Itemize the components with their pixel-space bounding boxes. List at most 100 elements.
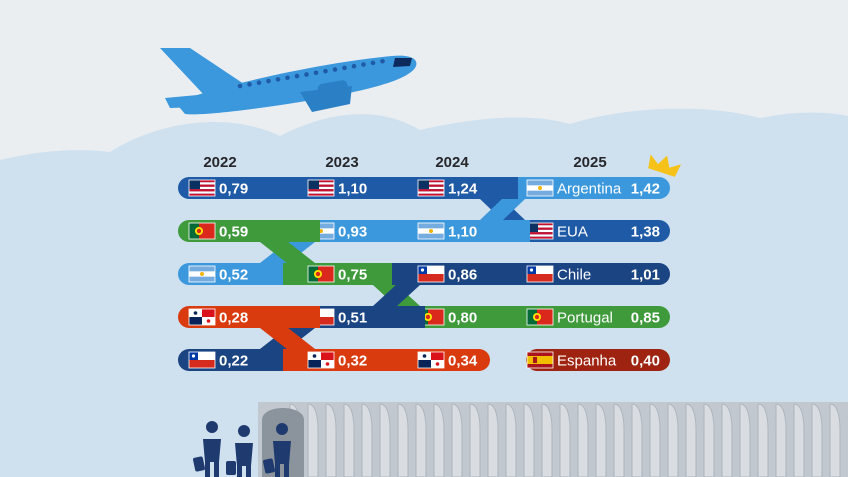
pill-chile-2025: Chile 1,01: [518, 263, 670, 285]
country-label-portugal: Portugal: [557, 310, 613, 327]
flag-argentina-icon: [417, 222, 445, 240]
value-eua-2024: 1,24: [448, 181, 478, 198]
jetbridge-segment: [415, 403, 427, 477]
pill-portugal-2023: 0,75: [283, 263, 425, 285]
pill-joint: [283, 177, 296, 199]
pill-joint: [307, 220, 320, 242]
plane-window: [351, 63, 357, 69]
plane-window: [313, 70, 319, 76]
jetbridge-segment: [523, 403, 535, 477]
value-panam-2022: 0,28: [219, 310, 248, 327]
jetbridge-segment: [595, 403, 607, 477]
pill-panam-2022: 0,28: [178, 306, 320, 328]
jetbridge-segment: [469, 403, 481, 477]
passenger-figure: [193, 421, 221, 477]
country-label-eua: EUA: [557, 224, 588, 241]
pill-joint: [283, 263, 296, 285]
plane-window: [323, 68, 328, 74]
jetbridge-segment: [325, 403, 337, 477]
jetbridge-icon: [258, 402, 848, 477]
jetbridge-segment: [649, 403, 661, 477]
flag-portugal-icon: [307, 265, 335, 283]
flag-argentina-icon: [188, 265, 216, 283]
country-label-espanha: Espanha: [557, 353, 617, 370]
passenger-figure: [263, 423, 291, 477]
flag-panama-icon: [417, 351, 445, 369]
value-eua-2022: 0,79: [219, 181, 248, 198]
plane-window: [266, 78, 271, 84]
year-label-2023: 2023: [325, 154, 358, 171]
pill-joint: [307, 306, 320, 328]
airplane-icon: [160, 48, 417, 115]
pill-bg: [518, 220, 670, 242]
value-eua-2023: 1,10: [338, 181, 367, 198]
plane-window: [285, 75, 290, 81]
pill-bg: [518, 306, 670, 328]
jetbridge-segment: [631, 403, 643, 477]
value-argentina-2022: 0,52: [219, 267, 248, 284]
value-chile-2022: 0,22: [219, 353, 248, 370]
flag-argentina-icon: [526, 179, 554, 197]
plane-window: [361, 62, 366, 67]
value-portugal-2024: 0,80: [448, 310, 477, 327]
pill-eua-2025: EUA 1,38: [518, 220, 670, 242]
pill-joint: [412, 306, 425, 328]
plane-window: [256, 80, 262, 85]
flag-usa-icon: [307, 179, 335, 197]
flag-chile-icon: [526, 265, 554, 283]
plane-window: [304, 72, 309, 77]
jetbridge-segment: [793, 403, 805, 477]
pill-joint: [517, 220, 530, 242]
flag-panama-icon: [307, 351, 335, 369]
clouds: [0, 108, 848, 477]
pill-chile-2024: 0,86: [392, 263, 530, 285]
value-chile-2024: 0,86: [448, 267, 477, 284]
pill-portugal-2022: 0,59: [178, 220, 320, 242]
value-argentina-2024: 1,10: [448, 224, 477, 241]
plane-engine: [317, 80, 349, 98]
pill-argentina-2024: 1,10: [392, 220, 530, 242]
value-chile-2025: 1,01: [631, 267, 660, 284]
jetbridge-segment: [397, 403, 409, 477]
crown-icon: [648, 154, 682, 177]
flag-usa-icon: [188, 179, 216, 197]
country-label-argentina: Argentina: [557, 181, 622, 198]
plane-window: [332, 67, 338, 72]
jetbridge-segment: [433, 403, 445, 477]
pill-espanha-2025: Espanha 0,40: [526, 349, 670, 371]
plane-window: [275, 77, 281, 82]
jetbridge-segment: [703, 403, 715, 477]
pill-bg: [518, 263, 670, 285]
jetbridge-segment: [343, 403, 355, 477]
pill-panam-2024: 0,34: [392, 349, 490, 371]
jetbridge-segment: [739, 403, 751, 477]
pill-eua-2024: 1,24: [392, 177, 530, 199]
passengers-icon: [193, 421, 291, 477]
value-argentina-2023: 0,93: [338, 224, 367, 241]
passenger-figure: [226, 425, 253, 477]
pill-joint: [283, 349, 296, 371]
year-label-2025: 2025: [573, 154, 606, 171]
plane-cockpit: [393, 58, 412, 67]
jetbridge-segment: [505, 403, 517, 477]
year-label-2022: 2022: [203, 154, 236, 171]
year-label-2024: 2024: [435, 154, 469, 171]
plane-window: [370, 60, 376, 66]
jetbridge-segment: [451, 403, 463, 477]
value-panam-2024: 0,34: [448, 353, 478, 370]
value-portugal-2023: 0,75: [338, 267, 367, 284]
plane-window: [247, 82, 252, 87]
pill-bg: [526, 349, 670, 371]
pill-joint: [392, 349, 405, 371]
jetbridge-segment: [811, 403, 823, 477]
jetbridge-segment: [487, 403, 499, 477]
flag-chile-icon: [417, 265, 445, 283]
flag-panama-icon: [188, 308, 216, 326]
pill-argentina-2025: Argentina 1,42: [518, 177, 670, 199]
plane-window: [237, 83, 243, 89]
jetbridge-segment: [577, 403, 589, 477]
flag-usa-icon: [526, 222, 554, 240]
flag-spain-icon: [526, 351, 554, 369]
boarding-scene: [193, 402, 848, 477]
